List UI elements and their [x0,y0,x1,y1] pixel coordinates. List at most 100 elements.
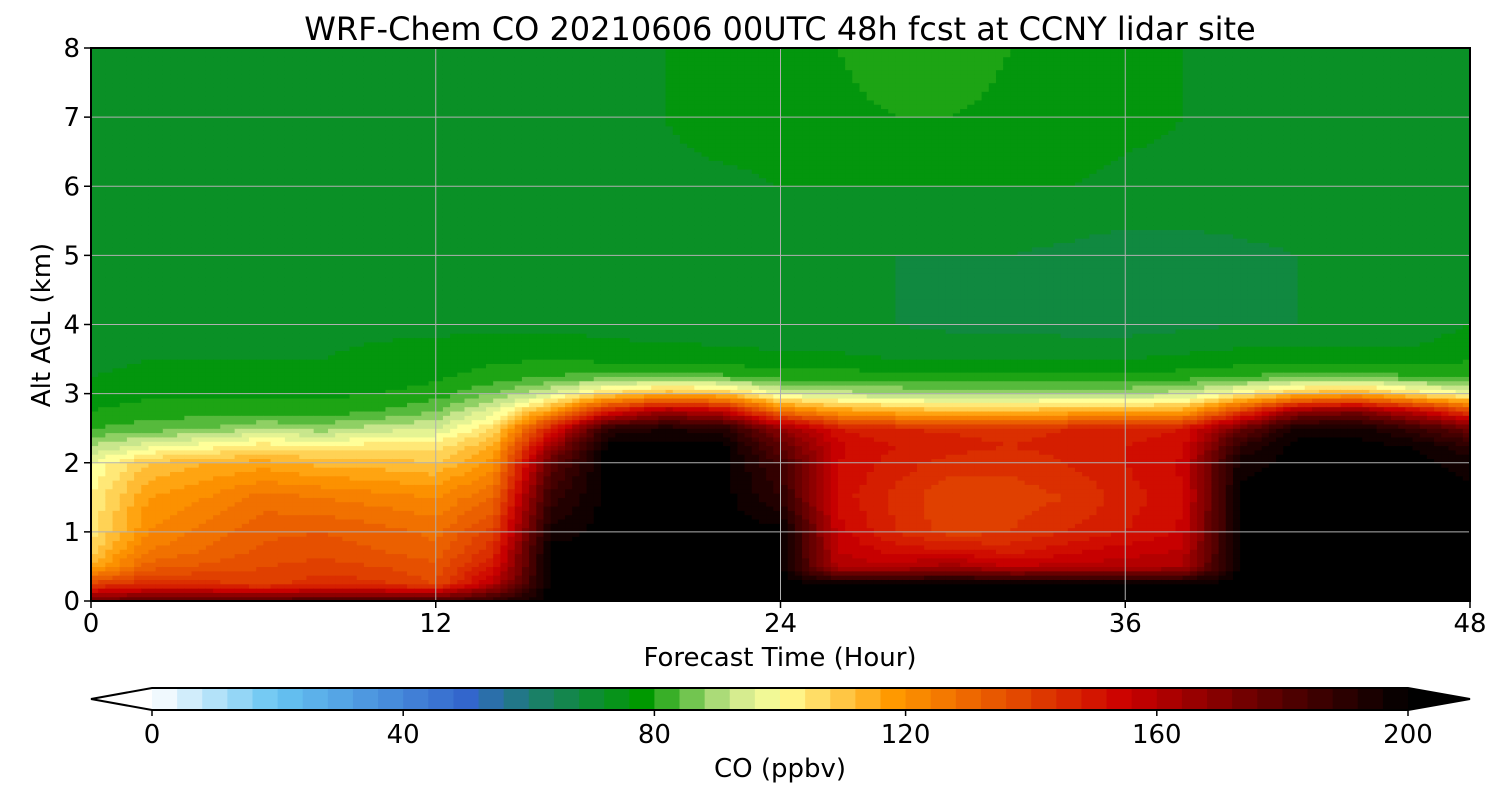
heatmap-cell [134,208,142,213]
heatmap-cell [127,126,135,131]
heatmap-cell [91,139,99,144]
heatmap-cell [127,553,135,558]
heatmap-cell [156,493,164,498]
heatmap-cell [105,316,113,321]
heatmap-cell [127,471,135,476]
heatmap-cell [120,225,128,230]
heatmap-cell [120,385,128,390]
heatmap-cell [148,260,156,265]
heatmap-cell [148,394,156,399]
heatmap-cell [105,312,113,317]
heatmap-cell [120,242,128,247]
heatmap-cell [91,467,99,472]
heatmap-cell [127,355,135,360]
heatmap-cell [98,450,106,455]
heatmap-cell [91,147,99,152]
heatmap-cell [113,195,121,200]
heatmap-cell [113,260,121,265]
heatmap-cell [120,260,128,265]
heatmap-cell [127,562,135,567]
heatmap-cell [148,541,156,546]
heatmap-cell [127,575,135,580]
heatmap-cell [127,234,135,239]
heatmap-cell [120,186,128,191]
heatmap-cell [134,108,142,113]
heatmap-cell [120,541,128,546]
heatmap-cell [134,592,142,597]
heatmap-cell [148,264,156,269]
heatmap-cell [120,415,128,420]
heatmap-cell [105,96,113,101]
heatmap-cell [148,571,156,576]
heatmap-cell [148,489,156,494]
heatmap-cell [105,91,113,96]
heatmap-cell [91,588,99,593]
heatmap-cell [98,312,106,317]
heatmap-cell [98,178,106,183]
heatmap-cell [127,480,135,485]
heatmap-cell [127,281,135,286]
heatmap-cell [91,471,99,476]
heatmap-cell [98,454,106,459]
heatmap-cell [120,480,128,485]
heatmap-cell [134,91,142,96]
heatmap-cell [127,117,135,122]
heatmap-cell [134,480,142,485]
heatmap-cell [98,134,106,139]
heatmap-cell [120,571,128,576]
heatmap-cell [141,139,149,144]
heatmap-cell [148,579,156,584]
heatmap-cell [98,433,106,438]
heatmap-cell [127,216,135,221]
heatmap-cell [113,562,121,567]
heatmap-cell [134,346,142,351]
heatmap-cell [113,143,121,148]
heatmap-cell [91,433,99,438]
heatmap-cell [105,588,113,593]
heatmap-cell [134,506,142,511]
heatmap-cell [148,346,156,351]
heatmap-cell [98,493,106,498]
heatmap-cell [105,515,113,520]
heatmap-cell [120,532,128,537]
heatmap-cell [105,480,113,485]
heatmap-cell [113,238,121,243]
heatmap-cell [127,342,135,347]
heatmap-cell [91,238,99,243]
heatmap-cell [98,303,106,308]
heatmap-cell [98,575,106,580]
heatmap-cell [113,545,121,550]
heatmap-cell [120,363,128,368]
heatmap-cell [134,234,142,239]
heatmap-cell [127,307,135,312]
heatmap-cell [113,52,121,57]
heatmap-cell [113,130,121,135]
heatmap-cell [134,476,142,481]
heatmap-cell [141,350,149,355]
heatmap-cell [127,191,135,196]
heatmap-cell [105,225,113,230]
heatmap-cell [127,506,135,511]
heatmap-cell [141,415,149,420]
heatmap-cell [120,160,128,165]
heatmap-cell [127,515,135,520]
heatmap-cell [156,562,164,567]
heatmap-cell [105,394,113,399]
heatmap-cell [113,402,121,407]
heatmap-cell [120,372,128,377]
heatmap-cell [120,143,128,148]
heatmap-cell [148,83,156,88]
heatmap-cell [127,454,135,459]
heatmap-cell [113,208,121,213]
heatmap-cell [127,229,135,234]
heatmap-cell [156,407,164,412]
heatmap-cell [113,91,121,96]
heatmap-cell [120,303,128,308]
heatmap-cell [98,139,106,144]
heatmap-cell [91,346,99,351]
heatmap-cell [105,484,113,489]
heatmap-cell [134,191,142,196]
heatmap-cell [98,57,106,62]
heatmap-cell [120,510,128,515]
heatmap-cell [105,558,113,563]
